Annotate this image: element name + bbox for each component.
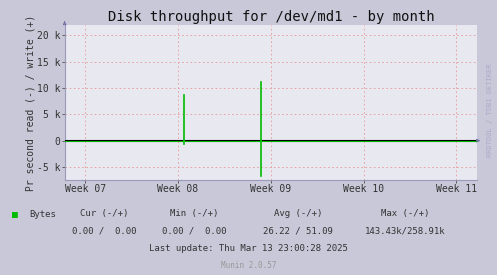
Text: 26.22 / 51.09: 26.22 / 51.09 bbox=[263, 227, 333, 235]
Text: Min (-/+): Min (-/+) bbox=[169, 209, 218, 218]
Text: 143.43k/258.91k: 143.43k/258.91k bbox=[365, 227, 445, 235]
Text: Avg (-/+): Avg (-/+) bbox=[274, 209, 323, 218]
Text: ■: ■ bbox=[12, 210, 18, 219]
Text: Last update: Thu Mar 13 23:00:28 2025: Last update: Thu Mar 13 23:00:28 2025 bbox=[149, 244, 348, 253]
Text: Max (-/+): Max (-/+) bbox=[381, 209, 429, 218]
Text: Cur (-/+): Cur (-/+) bbox=[80, 209, 129, 218]
Text: Bytes: Bytes bbox=[29, 210, 56, 219]
Text: 0.00 /  0.00: 0.00 / 0.00 bbox=[162, 227, 226, 235]
Text: Munin 2.0.57: Munin 2.0.57 bbox=[221, 262, 276, 270]
Text: 0.00 /  0.00: 0.00 / 0.00 bbox=[72, 227, 137, 235]
Y-axis label: Pr second read (-) / write (+): Pr second read (-) / write (+) bbox=[25, 14, 36, 191]
Text: RRDTOOL / TOBI OETIKER: RRDTOOL / TOBI OETIKER bbox=[487, 63, 493, 157]
Title: Disk throughput for /dev/md1 - by month: Disk throughput for /dev/md1 - by month bbox=[107, 10, 434, 24]
